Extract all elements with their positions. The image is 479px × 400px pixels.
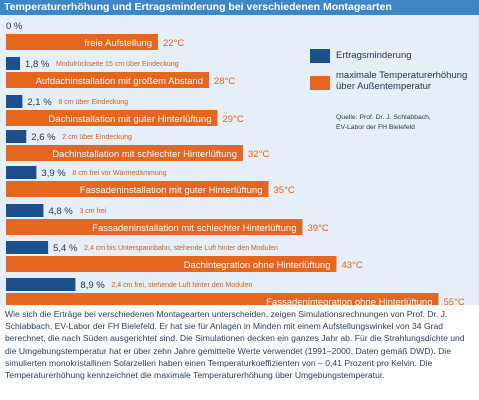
bar-temperatur <box>6 293 439 305</box>
legend-swatch-blue <box>310 49 330 63</box>
note-text: 8 cm frei vor Wärmedämmung <box>72 170 166 177</box>
bar-ertragsminderung <box>6 130 27 143</box>
bar-ertragsminderung <box>6 95 23 108</box>
label-temperatur: 39°C <box>308 223 329 234</box>
bar-temperatur <box>6 181 269 197</box>
bar-ertragsminderung <box>6 278 76 291</box>
label-percent: 1,8 % <box>25 59 50 70</box>
label-percent: 5,4 % <box>53 243 78 254</box>
label-temperatur: 32°C <box>248 149 269 160</box>
bar-temperatur <box>6 219 303 235</box>
category-label: Dachinstallation mit guter Hinterlüftung <box>48 114 211 125</box>
bar-ertragsminderung <box>6 57 21 70</box>
label-percent: 2,1 % <box>27 97 52 108</box>
bar-ertragsminderung <box>6 166 37 179</box>
category-label: Aufdachinstallation mit großem Abstand <box>36 76 203 87</box>
note-text: 2,4 cm bis Unterspannbahn, stehende Luft… <box>84 245 278 252</box>
legend-item-ertragsminderung: Ertragsminderung <box>310 47 470 67</box>
label-temperatur: 35°C <box>274 185 295 196</box>
category-label: Fassadenintegration ohne Hinterlüftung <box>266 297 432 305</box>
legend-item-temperatur: maximale Temperaturerhöhung über Außente… <box>310 70 470 108</box>
chart-title: Temperaturerhöhung und Ertragsminderung … <box>0 0 479 15</box>
bar-temperatur <box>6 145 243 161</box>
label-temperatur: 55°C <box>444 297 465 305</box>
bar-temperatur <box>6 110 218 126</box>
bar-ertragsminderung <box>6 241 49 254</box>
category-label: Fassadeninstallation mit schlechter Hint… <box>92 223 296 234</box>
bar-temperatur <box>6 256 337 272</box>
legend-label: Ertragsminderung <box>336 50 412 61</box>
legend: Ertragsminderung maximale Temperaturerhö… <box>310 47 470 131</box>
legend-swatch-orange <box>310 76 330 90</box>
bar-temperatur <box>6 34 158 50</box>
label-percent: 2,6 % <box>31 132 56 143</box>
category-label: freie Aufstellung <box>84 38 152 49</box>
source-line: EV-Labor der FH Bielefeld <box>336 124 415 131</box>
note-text: 8 cm über Eindeckung <box>58 99 128 106</box>
label-temperatur: 28°C <box>214 76 235 87</box>
source-line: Quelle: Prof. Dr. J. Schlabbach, <box>336 114 431 121</box>
note-text: Modulrückseite 15 cm über Eindeckung <box>56 61 179 68</box>
label-temperatur: 22°C <box>163 38 184 49</box>
label-percent: 0 % <box>6 21 23 32</box>
legend-source: Quelle: Prof. Dr. J. Schlabbach, EV-Labo… <box>336 113 479 133</box>
label-temperatur: 43°C <box>342 260 363 271</box>
label-percent: 3,9 % <box>41 168 66 179</box>
bar-temperatur <box>6 72 209 88</box>
legend-label: maximale Temperaturerhöhung über Außente… <box>336 70 468 92</box>
bar-chart: 0 % freie Aufstellung 22°C 1,8 % Modulrückse… <box>6 21 465 305</box>
label-percent: 4,8 % <box>48 206 73 217</box>
note-text: 2 cm über Eindeckung <box>62 134 132 141</box>
note-text: 2,4 cm frei, stehende Luft hinter den Mo… <box>111 282 252 289</box>
caption-text: Wie sich die Erträge bei verschiedenen M… <box>0 305 479 400</box>
label-temperatur: 29°C <box>223 114 244 125</box>
category-label: Dachinstallation mit schlechter Hinterlü… <box>52 149 237 160</box>
label-percent: 8,9 % <box>80 280 105 291</box>
bar-ertragsminderung <box>6 204 44 217</box>
category-label: Fassadeninstallation mit guter Hinterlüf… <box>80 185 263 196</box>
note-text: 3 cm frei <box>79 208 106 215</box>
category-label: Dachintegration ohne Hinterlüftung <box>184 260 331 271</box>
chart-area: 0 % freie Aufstellung 22°C 1,8 % Modulrückse… <box>0 15 479 305</box>
